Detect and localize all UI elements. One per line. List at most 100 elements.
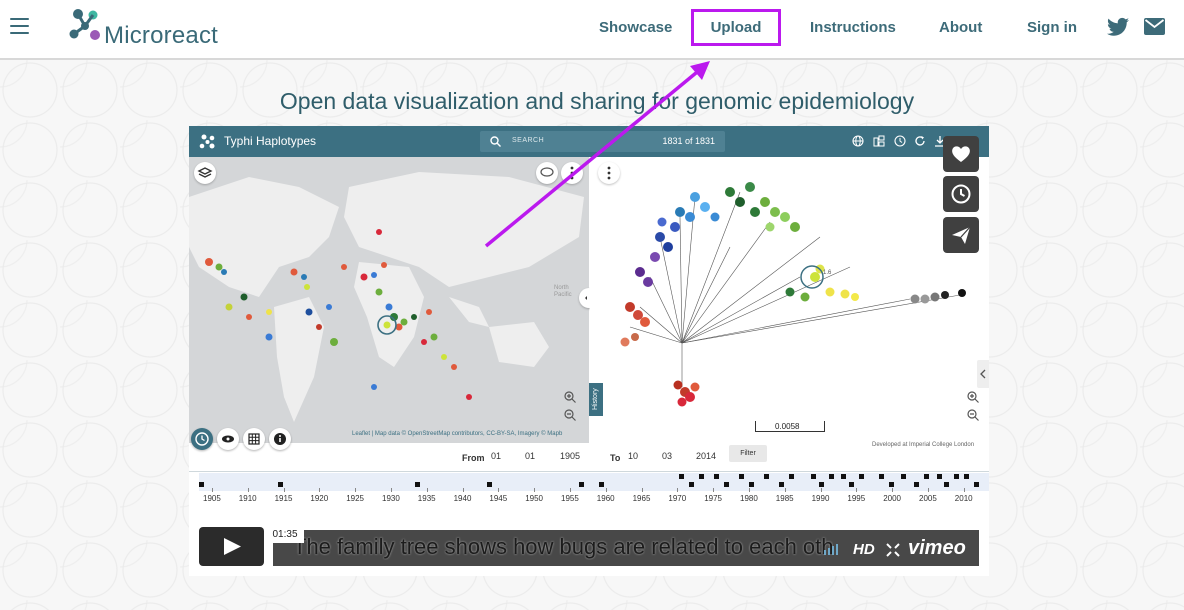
world-map: North Pacific bbox=[189, 157, 589, 443]
to-year-input[interactable]: 2014 bbox=[696, 451, 717, 461]
heart-icon bbox=[952, 146, 970, 162]
watch-later-button[interactable] bbox=[943, 176, 979, 212]
timeline-tick bbox=[498, 488, 500, 492]
svg-text:1.6: 1.6 bbox=[823, 270, 832, 276]
clock-icon bbox=[195, 432, 209, 446]
map-panel[interactable]: North Pacific bbox=[189, 157, 589, 443]
timeline-year-label: 1975 bbox=[704, 494, 722, 503]
timeline-year-label: 1910 bbox=[238, 494, 257, 503]
volume-icon[interactable] bbox=[822, 541, 844, 555]
eye-icon bbox=[222, 435, 234, 443]
app-title: Typhi Haplotypes bbox=[224, 134, 317, 148]
from-year-input[interactable]: 1905 bbox=[560, 451, 581, 461]
video-time: 01:35 bbox=[266, 527, 304, 543]
timeline-year-label: 1905 bbox=[203, 494, 221, 503]
timeline[interactable]: 1905 1910 1915 1920 1925 1930 1935 1940 1945 1950… bbox=[189, 471, 989, 521]
top-header: Microreact Showcase Upload Instructions … bbox=[0, 0, 1184, 60]
timeline-tick bbox=[426, 488, 428, 492]
timeline-tick bbox=[677, 488, 679, 492]
video-control-bar[interactable] bbox=[273, 530, 979, 566]
history-tab[interactable]: History bbox=[589, 383, 603, 416]
grid-icon bbox=[248, 433, 260, 445]
from-label: From bbox=[462, 453, 485, 463]
timeline-tick bbox=[355, 488, 357, 492]
timeline-tick bbox=[963, 488, 965, 492]
search-count: 1831 of 1831 bbox=[662, 136, 715, 146]
timeline-tick bbox=[820, 488, 822, 492]
map-layers-button[interactable] bbox=[194, 162, 216, 184]
tree-zoom-out-icon[interactable] bbox=[966, 408, 980, 422]
side-panel-toggle[interactable] bbox=[977, 360, 989, 388]
nav-about[interactable]: About bbox=[939, 19, 983, 36]
timeline-tick bbox=[247, 488, 249, 492]
clock-icon[interactable] bbox=[894, 135, 906, 147]
paper-plane-icon bbox=[952, 226, 971, 244]
timeline-tick bbox=[892, 488, 894, 492]
play-button[interactable] bbox=[199, 527, 264, 566]
map-bottom-tools bbox=[189, 426, 299, 452]
tree-zoom-in-icon[interactable] bbox=[966, 390, 980, 404]
timeline-tick bbox=[570, 488, 571, 492]
mail-icon[interactable] bbox=[1144, 18, 1165, 35]
tree-menu-button[interactable] bbox=[598, 162, 620, 184]
timeline-tick bbox=[319, 488, 321, 492]
developer-credit: Developed at Imperial College London bbox=[872, 442, 975, 448]
timeline-tick bbox=[928, 488, 929, 492]
info-icon bbox=[274, 433, 286, 445]
timeline-year-label: 1925 bbox=[346, 494, 364, 503]
fullscreen-icon[interactable] bbox=[886, 543, 900, 557]
nav-sign-in[interactable]: Sign in bbox=[1027, 19, 1077, 36]
timeline-toggle-button[interactable] bbox=[191, 428, 213, 450]
from-month-input[interactable]: 01 bbox=[525, 451, 536, 461]
demo-video[interactable]: Typhi Haplotypes SEARCH 1831 of 1831 bbox=[189, 126, 989, 576]
search-placeholder: SEARCH bbox=[512, 137, 545, 144]
zoom-in-icon[interactable] bbox=[563, 390, 577, 404]
svg-text:North: North bbox=[554, 285, 569, 291]
filter-button[interactable]: Filter bbox=[729, 445, 767, 462]
zoom-out-icon[interactable] bbox=[563, 408, 577, 422]
timeline-year-label: 1955 bbox=[561, 494, 579, 503]
svg-text:Pacific: Pacific bbox=[554, 292, 572, 298]
lasso-icon bbox=[540, 167, 554, 177]
refresh-icon[interactable] bbox=[914, 135, 926, 147]
tree-panel[interactable]: 1.6 0.0058 bbox=[590, 157, 989, 443]
timeline-year-label: 1920 bbox=[310, 494, 329, 503]
timeline-tick bbox=[283, 488, 285, 492]
visibility-button[interactable] bbox=[217, 428, 239, 450]
timeline-tick bbox=[749, 488, 750, 492]
like-button[interactable] bbox=[943, 136, 979, 172]
timeline-band bbox=[199, 473, 989, 491]
chevron-left-icon bbox=[980, 369, 986, 379]
timeline-tick bbox=[856, 488, 858, 492]
microreact-logo-icon[interactable] bbox=[68, 6, 104, 44]
search-input[interactable]: SEARCH 1831 of 1831 bbox=[480, 131, 725, 152]
timeline-year-label: 1980 bbox=[740, 494, 758, 503]
share-button[interactable] bbox=[943, 217, 979, 253]
globe-icon[interactable] bbox=[852, 135, 864, 147]
to-day-input[interactable]: 10 bbox=[628, 451, 639, 461]
app-toolbar: Typhi Haplotypes SEARCH 1831 of 1831 bbox=[189, 126, 989, 157]
tree-scale-value: 0.0058 bbox=[775, 422, 800, 431]
twitter-icon[interactable] bbox=[1107, 17, 1129, 37]
nav-showcase[interactable]: Showcase bbox=[599, 19, 673, 36]
from-day-input[interactable]: 01 bbox=[491, 451, 502, 461]
hamburger-menu-icon[interactable] bbox=[10, 18, 29, 34]
nav-upload[interactable]: Upload bbox=[691, 9, 781, 46]
timeline-tick bbox=[784, 488, 786, 492]
timeline-tick bbox=[534, 488, 536, 492]
info-button[interactable] bbox=[269, 428, 291, 450]
search-icon bbox=[490, 136, 501, 147]
brand-name[interactable]: Microreact bbox=[104, 22, 219, 49]
nav-instructions[interactable]: Instructions bbox=[810, 19, 896, 36]
timeline-tick bbox=[462, 488, 464, 492]
vimeo-logo[interactable]: vimeo bbox=[908, 537, 966, 559]
table-button[interactable] bbox=[243, 428, 265, 450]
to-month-input[interactable]: 03 bbox=[662, 451, 673, 461]
timeline-year-label: 2010 bbox=[954, 494, 973, 503]
timeline-year-label: 1915 bbox=[274, 494, 293, 503]
timeline-year-label: 1990 bbox=[811, 494, 830, 503]
timeline-year-label: 1950 bbox=[525, 494, 543, 503]
hd-toggle[interactable]: HD bbox=[853, 541, 875, 558]
tree-icon[interactable] bbox=[873, 135, 885, 147]
map-lasso-button[interactable] bbox=[536, 162, 558, 184]
